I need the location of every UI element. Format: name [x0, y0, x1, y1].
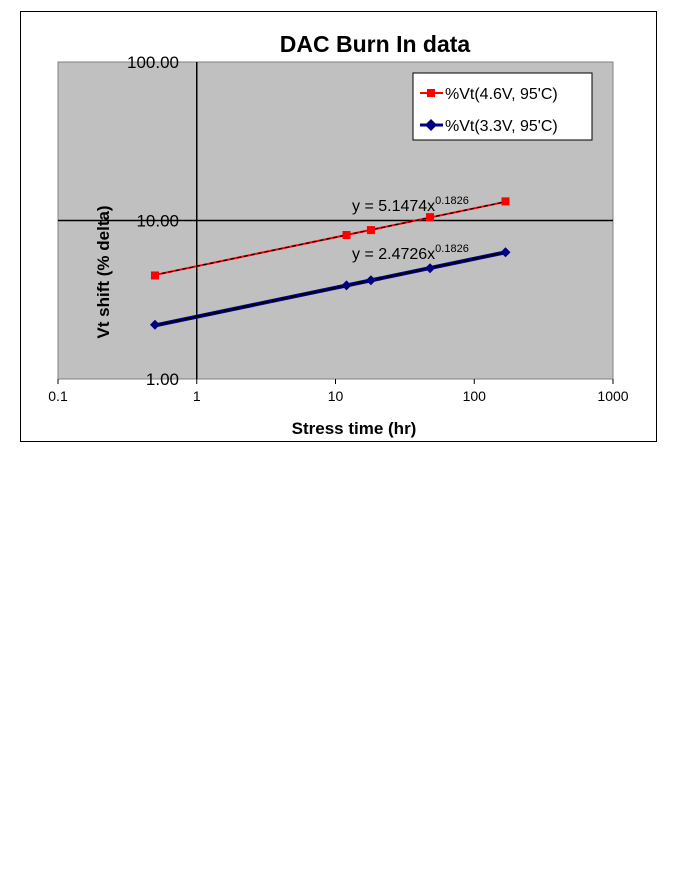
x-tick-label: 1 — [193, 388, 201, 404]
series-2-point — [500, 247, 511, 258]
trendline-1 — [154, 201, 506, 276]
x-tick-label: 10 — [328, 388, 344, 404]
y-tick-label: 10.00 — [136, 212, 179, 231]
series-1-point — [342, 231, 351, 240]
series-1-point — [366, 226, 375, 235]
series-1-point — [501, 197, 510, 206]
legend-label-1: %Vt(4.6V, 95'C) — [445, 86, 558, 103]
chart-svg: 0.1 1 10 100 1000 1.00 10.00 100.00 DAC Burn In… — [48, 31, 629, 438]
series-2-point — [149, 319, 160, 330]
legend-marker-2 — [425, 119, 437, 131]
trendline-2 — [154, 251, 506, 327]
x-tick-label: 1000 — [597, 388, 628, 404]
legend: %Vt(4.6V, 95'C) %Vt(3.3V, 95'C) — [412, 72, 593, 141]
y-axis-label: Vt shift (% delta) — [94, 205, 113, 338]
series-2-point — [425, 263, 436, 274]
chart-frame: 0.1 1 10 100 1000 1.00 10.00 100.00 DAC Burn In… — [20, 11, 657, 442]
trend-equation-2-prefix: y = — [352, 246, 378, 263]
chart-title: DAC Burn In data — [280, 31, 471, 57]
trend-equation-1: y = 5.1474x0.1826 — [352, 195, 469, 215]
trend-equation-2: y = 2.4726x0.1826 — [352, 243, 469, 263]
series-1-point — [426, 213, 435, 222]
y-tick-label: 1.00 — [146, 370, 179, 389]
trend-equation-2-exp: 0.1826 — [435, 243, 469, 255]
trend-equation-1-exp: 0.1826 — [435, 195, 469, 207]
x-tick-label: 100 — [463, 388, 487, 404]
trend-equation-1-prefix: y = — [352, 198, 378, 215]
series-2-point — [341, 280, 352, 291]
trend-equation-1-coef: 5.1474 — [378, 198, 427, 215]
legend-label-2: %Vt(3.3V, 95'C) — [445, 118, 558, 135]
series-1-point — [150, 271, 159, 280]
x-tick-label: 0.1 — [48, 388, 68, 404]
y-tick-label: 100.00 — [127, 53, 179, 72]
legend-box — [412, 72, 593, 141]
trend-equation-2-coef: 2.4726 — [378, 246, 427, 263]
legend-marker-1 — [427, 89, 435, 97]
series-2-point — [365, 275, 376, 286]
x-axis-label: Stress time (hr) — [292, 419, 417, 438]
